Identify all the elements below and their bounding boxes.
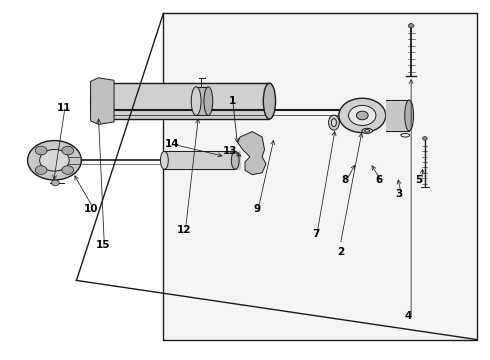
Circle shape <box>356 111 368 120</box>
Text: 3: 3 <box>395 189 403 199</box>
Ellipse shape <box>91 83 101 119</box>
Circle shape <box>51 180 59 186</box>
Polygon shape <box>91 78 114 125</box>
Ellipse shape <box>204 87 213 116</box>
Ellipse shape <box>191 87 201 116</box>
Ellipse shape <box>329 115 339 130</box>
Polygon shape <box>163 13 477 339</box>
Text: 14: 14 <box>165 139 179 149</box>
Ellipse shape <box>405 100 414 131</box>
Text: 12: 12 <box>177 225 191 235</box>
Circle shape <box>35 166 47 174</box>
Ellipse shape <box>331 119 336 127</box>
Text: 7: 7 <box>312 229 319 239</box>
Text: 5: 5 <box>415 175 422 185</box>
Circle shape <box>408 24 414 28</box>
Text: 1: 1 <box>229 96 236 106</box>
Text: 10: 10 <box>84 204 98 214</box>
Circle shape <box>35 146 47 155</box>
Ellipse shape <box>354 107 362 116</box>
Circle shape <box>348 105 376 126</box>
Text: 15: 15 <box>96 239 111 249</box>
Circle shape <box>422 136 427 140</box>
Circle shape <box>339 98 386 133</box>
Text: 6: 6 <box>376 175 383 185</box>
Text: 4: 4 <box>405 311 413 321</box>
Circle shape <box>62 166 74 174</box>
Ellipse shape <box>365 130 369 132</box>
Circle shape <box>40 149 69 171</box>
Polygon shape <box>238 132 266 175</box>
Circle shape <box>27 140 81 180</box>
Text: 8: 8 <box>342 175 349 185</box>
Text: 11: 11 <box>57 103 72 113</box>
Ellipse shape <box>231 151 239 169</box>
Circle shape <box>62 146 74 155</box>
Ellipse shape <box>263 83 275 119</box>
Ellipse shape <box>160 151 168 169</box>
Text: 2: 2 <box>337 247 344 257</box>
Ellipse shape <box>362 129 372 134</box>
Text: 13: 13 <box>223 146 238 156</box>
Text: 9: 9 <box>254 204 261 214</box>
